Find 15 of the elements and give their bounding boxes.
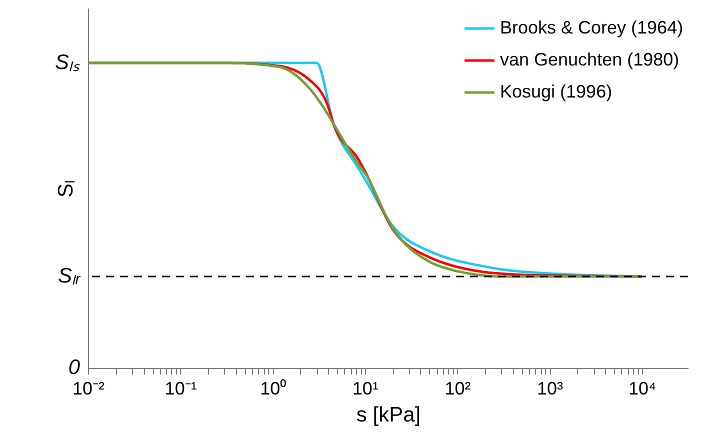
x-tick-label: 10¹	[352, 378, 378, 398]
ref-line-label: Sₗᵣ	[58, 264, 81, 288]
legend-label: Kosugi (1996)	[500, 82, 612, 102]
x-tick-label: 10⁴	[628, 378, 656, 398]
legend-label: Brooks & Corey (1964)	[500, 18, 684, 38]
x-tick-label: 10⁻¹	[164, 378, 197, 398]
x-tick-label: 10²	[444, 378, 471, 398]
text: 0	[68, 356, 80, 379]
x-tick-label: 10⁰	[260, 378, 286, 398]
x-tick-label: 10³	[537, 378, 564, 398]
text: Sₗₛ	[54, 50, 80, 74]
x-tick-label: 10⁻²	[72, 378, 105, 398]
x-axis-title: s [kPa]	[356, 404, 421, 426]
legend-label: van Genuchten (1980)	[500, 50, 680, 70]
y-axis-title: Sₗ	[54, 179, 78, 198]
